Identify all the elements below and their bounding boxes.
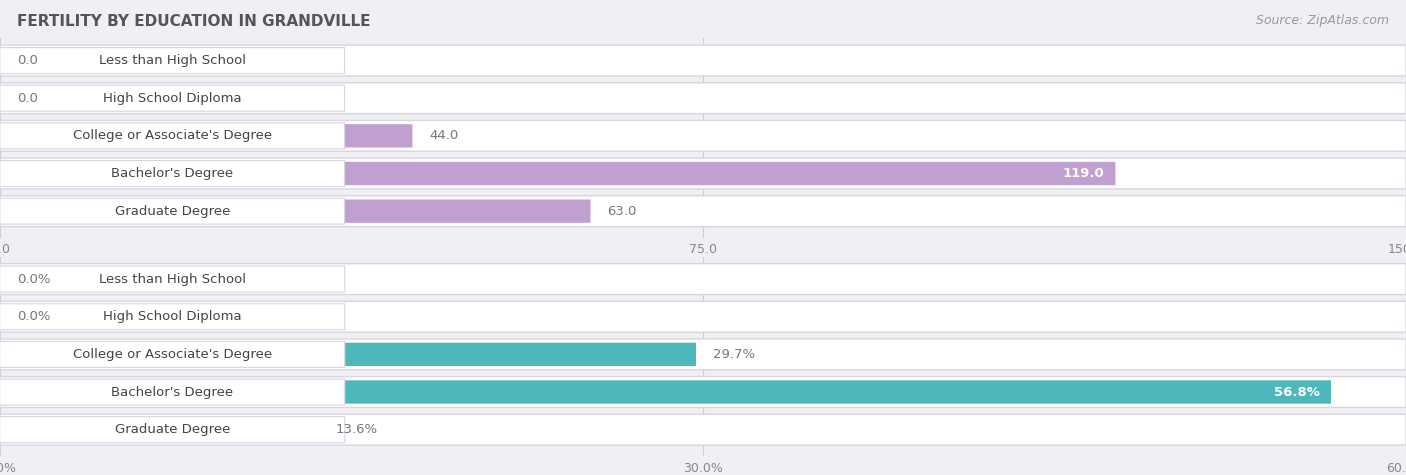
Text: 0.0%: 0.0%	[17, 273, 51, 285]
Text: College or Associate's Degree: College or Associate's Degree	[73, 129, 271, 142]
FancyBboxPatch shape	[0, 83, 1406, 114]
Text: Less than High School: Less than High School	[98, 54, 246, 67]
FancyBboxPatch shape	[0, 380, 1331, 404]
FancyBboxPatch shape	[0, 85, 344, 111]
Text: Graduate Degree: Graduate Degree	[114, 205, 231, 218]
FancyBboxPatch shape	[0, 342, 696, 366]
Text: Less than High School: Less than High School	[98, 273, 246, 285]
FancyBboxPatch shape	[0, 304, 344, 330]
FancyBboxPatch shape	[0, 377, 1406, 408]
FancyBboxPatch shape	[0, 162, 1115, 185]
Text: High School Diploma: High School Diploma	[103, 310, 242, 323]
FancyBboxPatch shape	[0, 121, 1406, 152]
Text: 44.0: 44.0	[429, 129, 458, 142]
Text: 63.0: 63.0	[607, 205, 637, 218]
FancyBboxPatch shape	[0, 414, 1406, 445]
Text: Bachelor's Degree: Bachelor's Degree	[111, 386, 233, 399]
Text: 119.0: 119.0	[1063, 167, 1104, 180]
FancyBboxPatch shape	[0, 48, 344, 74]
Text: FERTILITY BY EDUCATION IN GRANDVILLE: FERTILITY BY EDUCATION IN GRANDVILLE	[17, 14, 370, 29]
Text: College or Associate's Degree: College or Associate's Degree	[73, 348, 271, 361]
Text: 56.8%: 56.8%	[1274, 386, 1320, 399]
Text: 0.0: 0.0	[17, 54, 38, 67]
FancyBboxPatch shape	[0, 200, 591, 223]
Text: 29.7%: 29.7%	[713, 348, 755, 361]
FancyBboxPatch shape	[0, 161, 344, 187]
FancyBboxPatch shape	[0, 123, 344, 149]
FancyBboxPatch shape	[0, 305, 17, 328]
FancyBboxPatch shape	[0, 264, 1406, 294]
FancyBboxPatch shape	[0, 86, 17, 110]
FancyBboxPatch shape	[0, 342, 344, 367]
Text: 13.6%: 13.6%	[336, 423, 378, 436]
Text: 0.0%: 0.0%	[17, 310, 51, 323]
FancyBboxPatch shape	[0, 158, 1406, 189]
FancyBboxPatch shape	[0, 267, 17, 291]
FancyBboxPatch shape	[0, 301, 1406, 332]
FancyBboxPatch shape	[0, 198, 344, 224]
Text: High School Diploma: High School Diploma	[103, 92, 242, 104]
Text: Bachelor's Degree: Bachelor's Degree	[111, 167, 233, 180]
Text: Graduate Degree: Graduate Degree	[114, 423, 231, 436]
Text: Source: ZipAtlas.com: Source: ZipAtlas.com	[1256, 14, 1389, 27]
FancyBboxPatch shape	[0, 266, 344, 292]
FancyBboxPatch shape	[0, 124, 412, 148]
FancyBboxPatch shape	[0, 379, 344, 405]
FancyBboxPatch shape	[0, 196, 1406, 227]
Text: 0.0: 0.0	[17, 92, 38, 104]
FancyBboxPatch shape	[0, 45, 1406, 76]
FancyBboxPatch shape	[0, 417, 344, 443]
FancyBboxPatch shape	[0, 49, 17, 72]
FancyBboxPatch shape	[0, 339, 1406, 370]
FancyBboxPatch shape	[0, 418, 319, 441]
